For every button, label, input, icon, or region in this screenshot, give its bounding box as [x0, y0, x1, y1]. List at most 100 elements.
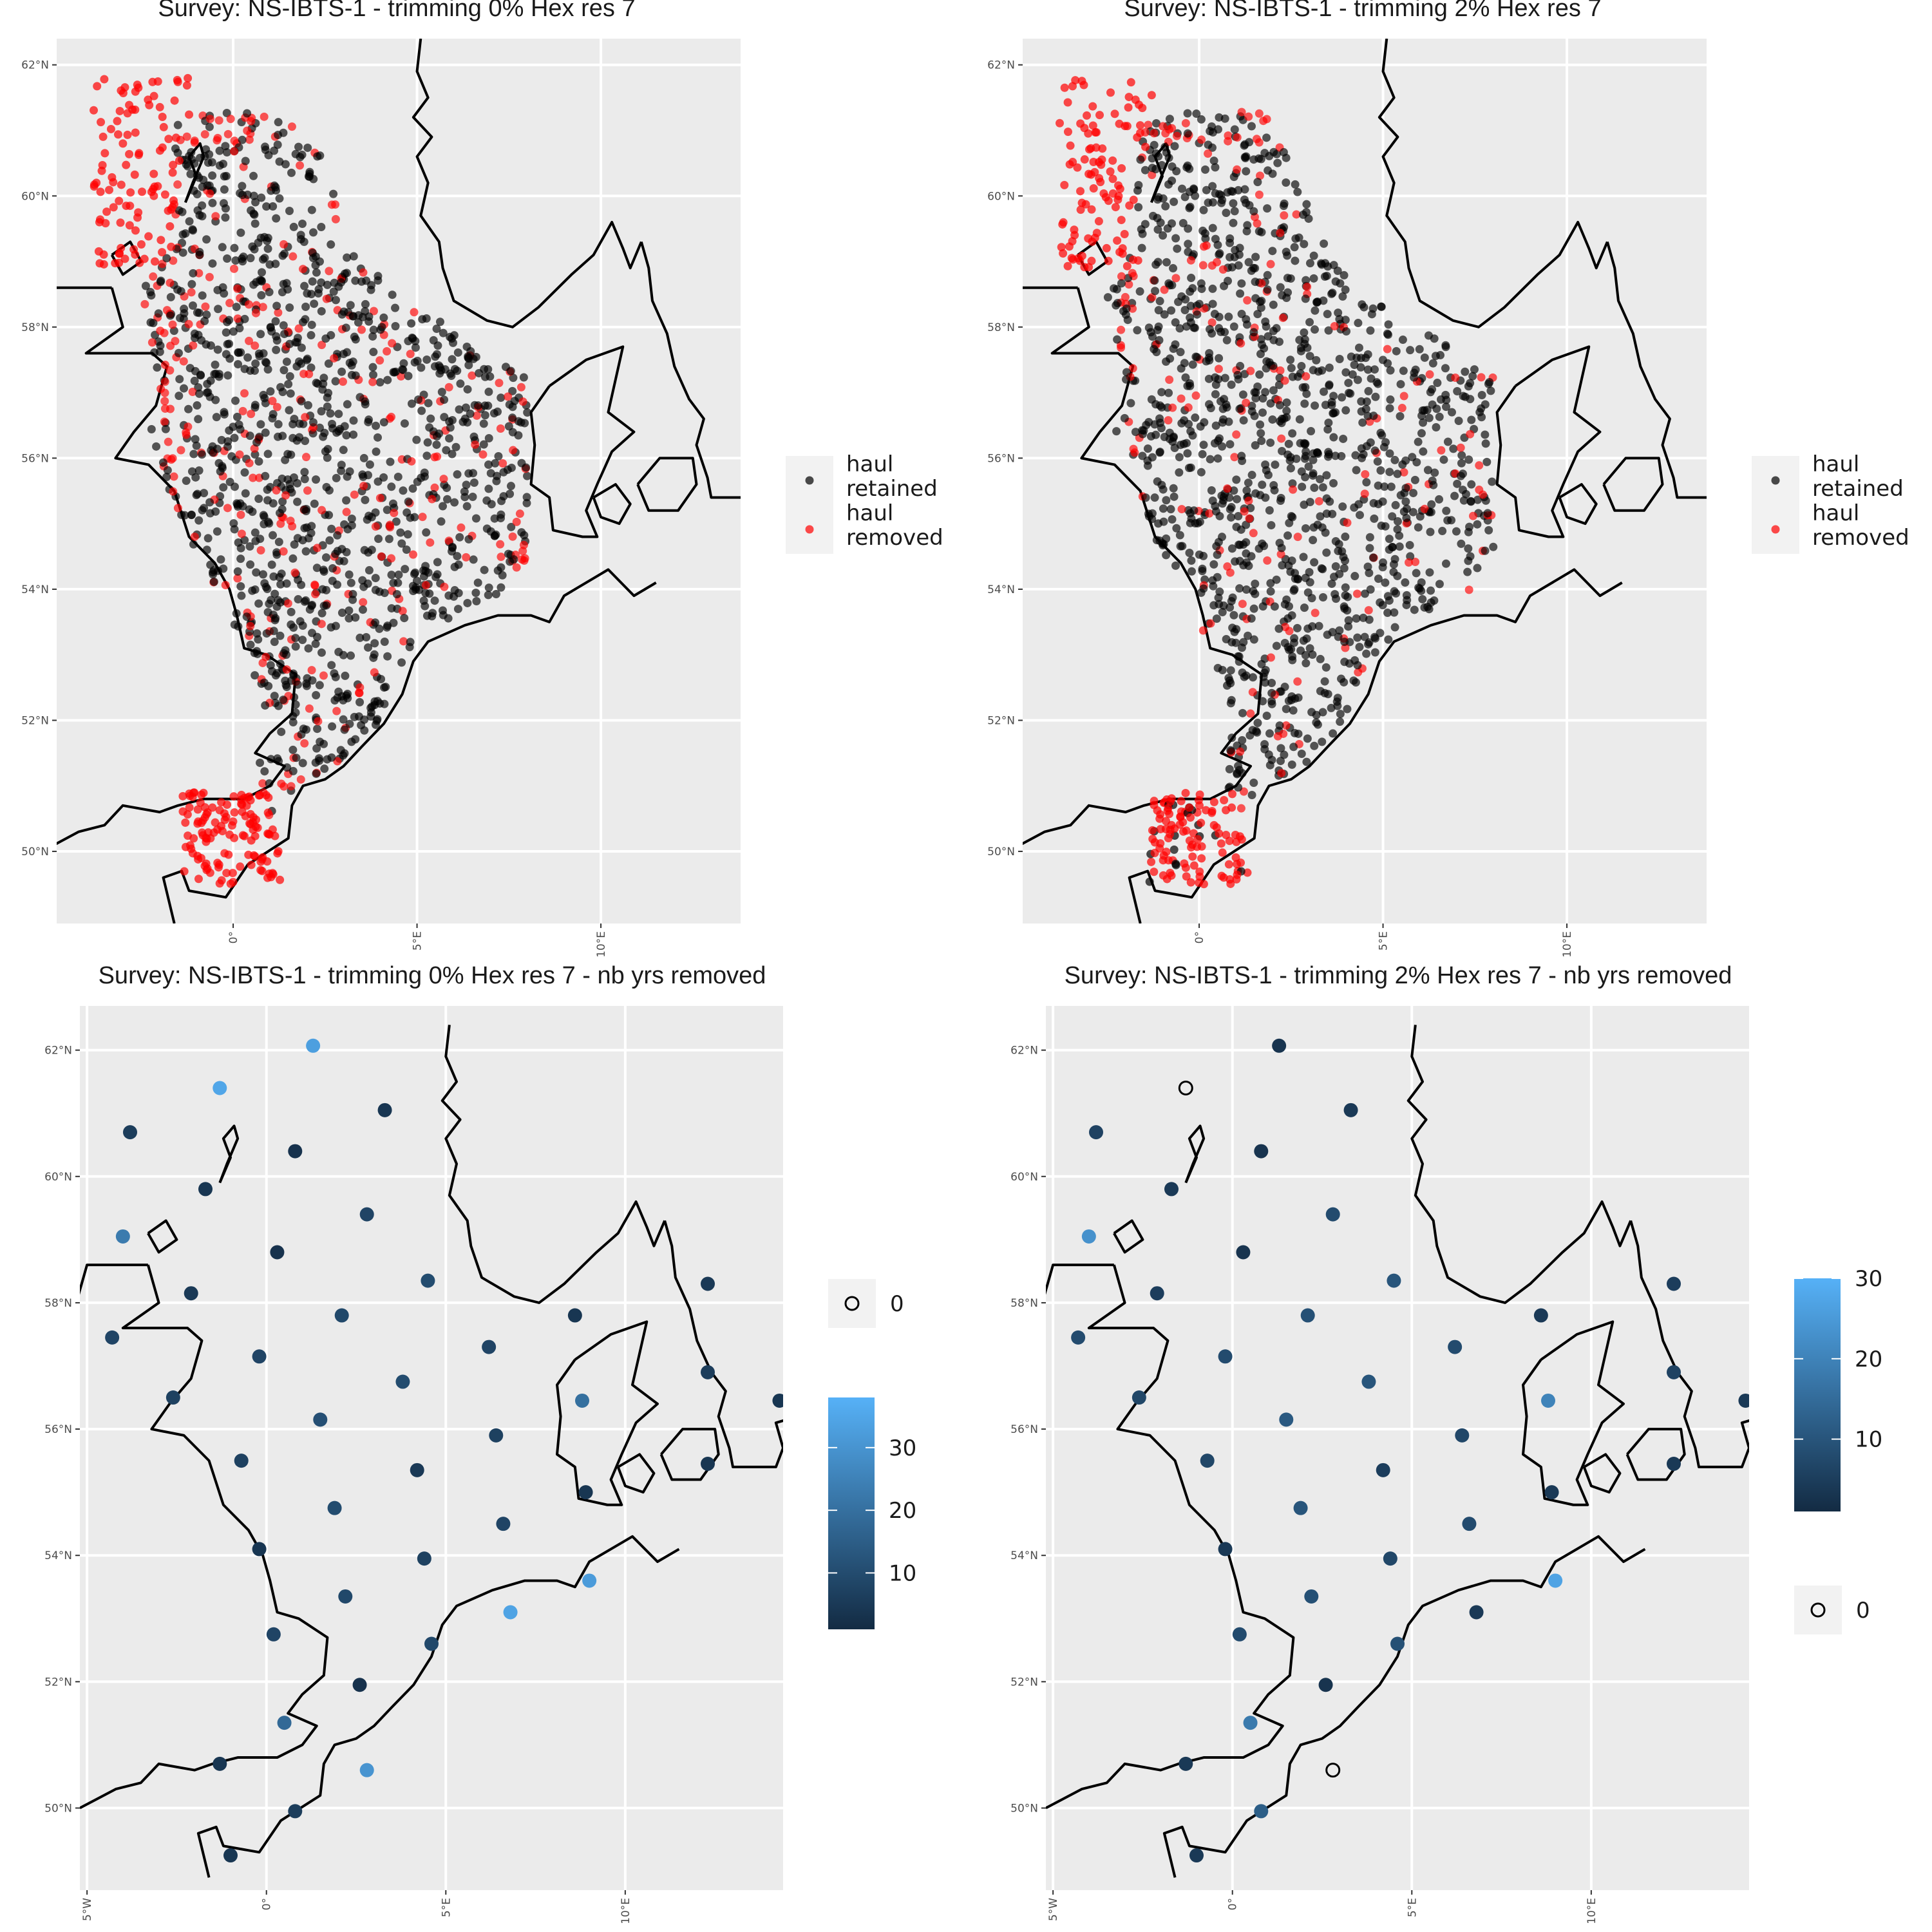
haul-retained-point — [289, 222, 298, 231]
haul-removed-point — [369, 307, 378, 316]
haul-retained-point — [1264, 750, 1273, 759]
haul-retained-point — [1263, 285, 1272, 294]
haul-retained-point — [1165, 115, 1174, 124]
haul-removed-point — [1118, 244, 1127, 253]
haul-retained-point — [1208, 284, 1217, 293]
haul-retained-point — [1369, 412, 1378, 421]
hex-point — [1272, 1038, 1287, 1053]
haul-retained-point — [523, 408, 532, 417]
hex-point — [417, 1551, 431, 1566]
haul-retained-point — [1263, 204, 1272, 213]
haul-retained-point — [1314, 367, 1323, 376]
haul-retained-point — [285, 406, 294, 415]
haul-removed-point — [211, 818, 220, 827]
hex-point — [123, 1125, 137, 1140]
haul-retained-point — [1350, 361, 1359, 370]
haul-retained-point — [1353, 375, 1362, 384]
haul-retained-point — [1169, 345, 1178, 354]
haul-retained-point — [1369, 498, 1378, 507]
haul-retained-point — [278, 497, 287, 506]
haul-retained-point — [453, 470, 462, 479]
haul-retained-point — [1320, 239, 1329, 248]
haul-retained-point — [369, 348, 378, 357]
haul-removed-point — [113, 117, 122, 126]
haul-retained-point — [1410, 373, 1419, 382]
haul-retained-point — [497, 510, 506, 519]
haul-retained-point — [1401, 578, 1410, 587]
haul-retained-point — [499, 468, 508, 477]
haul-retained-point — [1341, 583, 1350, 592]
haul-removed-point — [160, 404, 169, 413]
haul-retained-point — [1150, 493, 1159, 502]
haul-removed-point — [1282, 721, 1291, 730]
haul-removed-point — [1230, 453, 1239, 462]
haul-retained-point — [1215, 113, 1224, 122]
haul-retained-point — [1218, 442, 1227, 451]
haul-retained-point — [499, 492, 508, 501]
haul-removed-point — [290, 568, 299, 577]
haul-removed-point — [97, 118, 106, 127]
haul-removed-point — [99, 260, 108, 269]
haul-retained-point — [1195, 299, 1204, 308]
haul-retained-point — [220, 185, 229, 194]
chart-title: Survey: NS-IBTS-1 - trimming 0% Hex res … — [158, 0, 636, 22]
haul-retained-point — [1253, 178, 1262, 187]
haul-removed-point — [1399, 468, 1408, 477]
haul-retained-point — [1324, 418, 1333, 427]
haul-removed-point — [229, 792, 238, 801]
haul-retained-point — [276, 598, 285, 607]
haul-retained-point — [1350, 656, 1359, 665]
legend-symbol — [805, 525, 814, 534]
haul-retained-point — [361, 299, 370, 308]
haul-retained-point — [1298, 482, 1307, 491]
haul-retained-point — [411, 568, 420, 577]
haul-retained-point — [249, 280, 258, 289]
haul-removed-point — [158, 113, 167, 122]
haul-retained-point — [1249, 155, 1258, 164]
haul-removed-point — [247, 410, 256, 419]
haul-retained-point — [278, 431, 287, 440]
haul-retained-point — [1307, 708, 1316, 717]
haul-removed-point — [220, 809, 229, 818]
haul-removed-point — [180, 867, 189, 876]
haul-retained-point — [1386, 395, 1395, 404]
haul-retained-point — [351, 613, 360, 622]
haul-removed-point — [1222, 831, 1231, 840]
haul-retained-point — [1322, 548, 1331, 557]
haul-retained-point — [1363, 365, 1372, 374]
haul-removed-point — [120, 83, 129, 92]
haul-retained-point — [397, 539, 406, 548]
haul-retained-point — [220, 410, 229, 419]
haul-retained-point — [1342, 327, 1351, 336]
haul-removed-point — [1148, 293, 1157, 302]
haul-removed-point — [322, 294, 331, 303]
haul-removed-point — [1124, 280, 1133, 289]
chart-title: Survey: NS-IBTS-1 - trimming 2% Hex res … — [1064, 962, 1732, 989]
haul-retained-point — [462, 502, 471, 511]
haul-retained-point — [368, 702, 377, 711]
haul-retained-point — [361, 307, 370, 316]
haul-retained-point — [1247, 552, 1256, 561]
haul-retained-point — [1170, 492, 1179, 501]
haul-removed-point — [272, 486, 281, 495]
haul-retained-point — [162, 473, 171, 482]
haul-retained-point — [421, 589, 430, 598]
haul-retained-point — [422, 314, 431, 323]
haul-retained-point — [1151, 287, 1160, 296]
haul-retained-point — [1283, 614, 1293, 623]
haul-removed-point — [247, 860, 256, 869]
haul-retained-point — [219, 564, 228, 573]
haul-removed-point — [1117, 325, 1126, 334]
haul-retained-point — [216, 555, 225, 564]
haul-removed-point — [439, 475, 448, 484]
haul-retained-point — [383, 623, 392, 632]
haul-retained-point — [388, 499, 397, 508]
haul-retained-point — [234, 348, 243, 357]
haul-removed-point — [1159, 856, 1168, 865]
haul-removed-point — [418, 513, 427, 522]
haul-retained-point — [348, 312, 357, 321]
haul-retained-point — [1392, 589, 1401, 598]
haul-retained-point — [379, 473, 388, 482]
haul-retained-point — [177, 510, 186, 519]
haul-retained-point — [1328, 509, 1337, 518]
